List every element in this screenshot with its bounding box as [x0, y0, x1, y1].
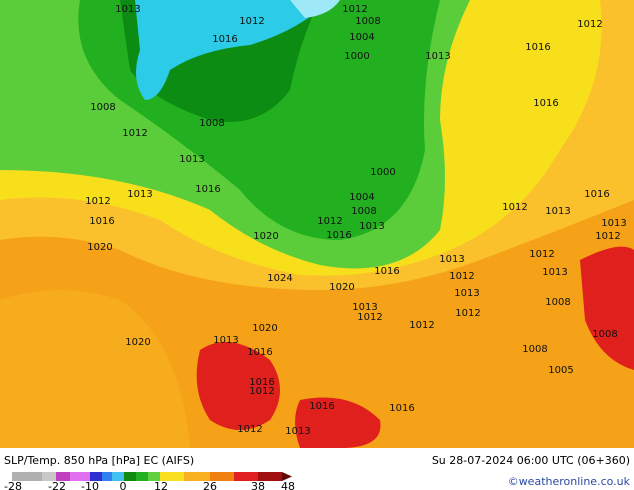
isobar-label: 1012 — [249, 386, 274, 397]
isobar-label: 1012 — [357, 312, 382, 323]
footer: SLP/Temp. 850 hPa [hPa] EC (AIFS) Su 28-… — [0, 448, 634, 490]
isobar-label: 1016 — [249, 377, 274, 388]
isobar-label: 1016 — [584, 189, 609, 200]
isobar-label: 1016 — [389, 403, 414, 414]
isobar-label: 1016 — [525, 42, 550, 53]
isobar-label: 1000 — [344, 51, 369, 62]
isobar-label: 1020 — [87, 242, 112, 253]
colorbar-ticks: -28 -22 -10 0 12 26 38 48 — [4, 480, 295, 490]
credit: ©weatheronline.co.uk — [508, 475, 631, 488]
isobar-label: 1013 — [542, 267, 567, 278]
isobar-label: 1008 — [545, 297, 570, 308]
colorbar-tick-label: 26 — [203, 480, 217, 490]
isobar-label: 1024 — [267, 273, 292, 284]
isobar-label: 1013 — [454, 288, 479, 299]
isobar-label: 1005 — [548, 365, 573, 376]
isobar-label: 1012 — [449, 271, 474, 282]
isobar-label: 1008 — [199, 118, 224, 129]
isobar-label: 1013 — [213, 335, 238, 346]
colorbar-tick-label: 38 — [251, 480, 265, 490]
isobar-label: 1008 — [351, 206, 376, 217]
isobar-label: 1012 — [122, 128, 147, 139]
footer-background — [0, 448, 634, 490]
isobar-label: 1013 — [285, 426, 310, 437]
isobar-label: 1012 — [342, 4, 367, 15]
colorbar-tick-label: -10 — [81, 480, 99, 490]
colorbar-tick-label: -28 — [4, 480, 22, 490]
isobar-label: 1012 — [239, 16, 264, 27]
isobar-label: 1012 — [237, 424, 262, 435]
colorbar-tick-label: 48 — [281, 480, 295, 490]
isobar-label: 1016 — [212, 34, 237, 45]
isobar-label: 1020 — [252, 323, 277, 334]
colorbar-tick-label: -22 — [48, 480, 66, 490]
isobar-label: 1012 — [317, 216, 342, 227]
isobar-label: 1013 — [115, 4, 140, 15]
isobar-label: 1016 — [533, 98, 558, 109]
isobar-label: 1008 — [592, 329, 617, 340]
isobar-label: 1012 — [85, 196, 110, 207]
isobar-label: 1016 — [374, 266, 399, 277]
isobar-label: 1013 — [127, 189, 152, 200]
isobar-label: 1004 — [349, 192, 374, 203]
map-background — [0, 0, 634, 448]
isobar-label: 1008 — [90, 102, 115, 113]
colorbar-tick-label: 0 — [120, 480, 127, 490]
isobar-label: 1016 — [195, 184, 220, 195]
isobar-label: 1012 — [409, 320, 434, 331]
isobar-label: 1013 — [545, 206, 570, 217]
isobar-label: 1000 — [370, 167, 395, 178]
isobar-label: 1020 — [329, 282, 354, 293]
isobar-label: 1012 — [529, 249, 554, 260]
isobar-label: 1004 — [349, 32, 374, 43]
isobar-label: 1012 — [502, 202, 527, 213]
isobar-label: 1016 — [247, 347, 272, 358]
isobar-label: 1016 — [89, 216, 114, 227]
isobar-label: 1020 — [125, 337, 150, 348]
valid-time: Su 28-07-2024 06:00 UTC (06+360) — [432, 454, 630, 467]
isobar-label: 1020 — [253, 231, 278, 242]
map-title: SLP/Temp. 850 hPa [hPa] EC (AIFS) — [4, 454, 194, 467]
isobar-label: 1008 — [355, 16, 380, 27]
colorbar — [12, 472, 292, 481]
isobar-label: 1013 — [352, 302, 377, 313]
isobar-label: 1008 — [522, 344, 547, 355]
isobar-label: 1013 — [359, 221, 384, 232]
isobar-label: 1016 — [309, 401, 334, 412]
isobar-label: 1013 — [425, 51, 450, 62]
colorbar-tick-label: 12 — [154, 480, 168, 490]
isobar-label: 1012 — [455, 308, 480, 319]
isobar-label: 1016 — [326, 230, 351, 241]
isobar-label: 1013 — [601, 218, 626, 229]
isobar-label: 1013 — [179, 154, 204, 165]
isobar-label: 1013 — [439, 254, 464, 265]
isobar-label: 1012 — [595, 231, 620, 242]
isobar-label: 1012 — [577, 19, 602, 30]
